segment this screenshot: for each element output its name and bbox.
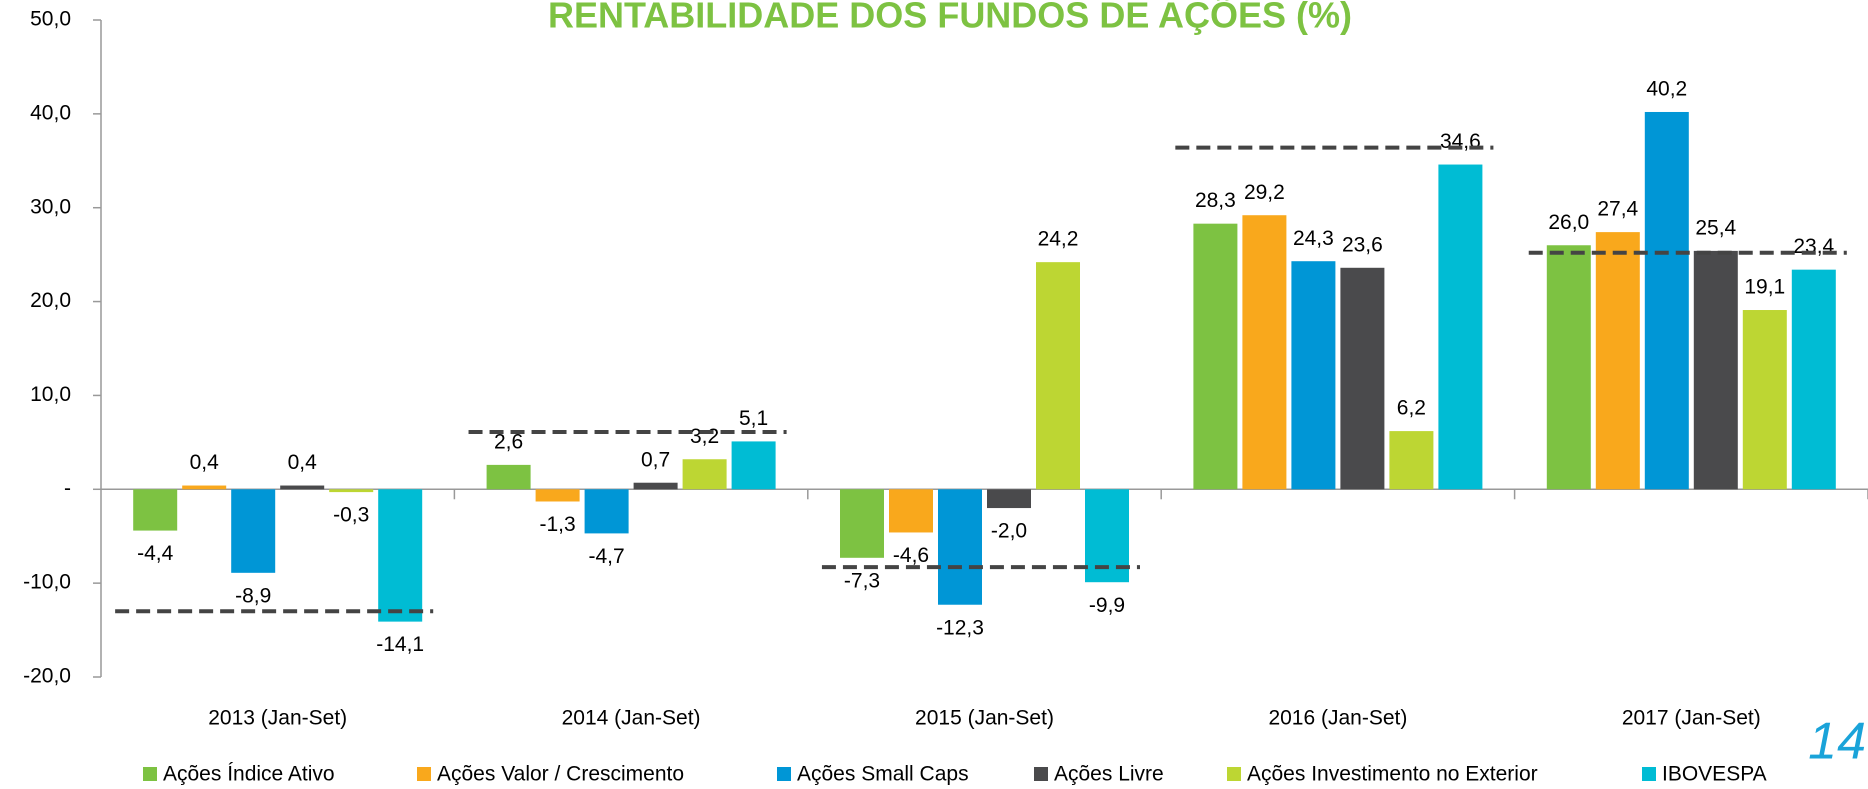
legend-label: Ações Small Caps	[797, 763, 969, 786]
y-tick-label: 30,0	[30, 195, 71, 218]
y-tick-label: 10,0	[30, 383, 71, 406]
bar	[1193, 223, 1238, 490]
data-label: 3,2	[690, 425, 719, 448]
y-tick-label: -20,0	[23, 665, 71, 688]
bar	[1693, 250, 1738, 490]
bar	[1742, 310, 1787, 490]
bar	[1242, 215, 1287, 490]
bar	[1438, 164, 1483, 490]
bar	[486, 464, 531, 490]
y-tick-label: -	[64, 477, 71, 500]
legend-swatch	[1642, 767, 1656, 781]
legend-swatch	[777, 767, 791, 781]
y-tick-label: 50,0	[30, 8, 71, 31]
x-tick-label: 2016 (Jan-Set)	[1268, 707, 1407, 730]
bar	[682, 459, 727, 490]
data-label: 26,0	[1548, 211, 1589, 234]
data-label: -8,9	[235, 584, 271, 607]
bar	[329, 489, 374, 493]
data-label: 0,4	[288, 451, 318, 474]
bar	[731, 441, 776, 490]
legend-label: Ações Valor / Crescimento	[437, 763, 684, 786]
bar	[133, 489, 178, 531]
bar	[1644, 111, 1689, 490]
data-label: 28,3	[1195, 189, 1236, 212]
bar	[584, 489, 629, 534]
bar	[1791, 269, 1836, 490]
data-label: 19,1	[1744, 276, 1785, 299]
data-label: -4,6	[893, 544, 929, 567]
x-tick-label: 2017 (Jan-Set)	[1622, 707, 1761, 730]
legend-label: Ações Investimento no Exterior	[1247, 763, 1538, 786]
data-label: -4,4	[137, 542, 174, 565]
data-label: -2,0	[991, 520, 1027, 543]
bar	[378, 489, 423, 622]
bar	[1291, 261, 1336, 490]
data-label: 24,3	[1293, 227, 1334, 250]
data-label: 40,2	[1646, 78, 1687, 101]
bar	[987, 489, 1031, 509]
data-label: 6,2	[1397, 397, 1426, 420]
legend-swatch	[143, 767, 157, 781]
chart-title: RENTABILIDADE DOS FUNDOS DE AÇÕES (%)	[548, 0, 1352, 36]
data-label: 27,4	[1597, 198, 1638, 221]
data-label: -12,3	[936, 616, 984, 639]
legend-swatch	[1034, 767, 1048, 781]
y-tick-label: -10,0	[23, 571, 71, 594]
data-label: 29,2	[1244, 181, 1285, 204]
y-tick-label: 20,0	[30, 289, 71, 312]
data-label: -1,3	[540, 513, 576, 536]
x-tick-label: 2015 (Jan-Set)	[915, 707, 1054, 730]
legend-label: Ações Índice Ativo	[163, 763, 335, 786]
bar	[889, 489, 933, 533]
data-label: 5,1	[739, 407, 768, 430]
x-tick-label: 2013 (Jan-Set)	[208, 707, 347, 730]
bar	[938, 489, 982, 605]
data-label: 25,4	[1695, 216, 1736, 239]
bar	[1546, 245, 1591, 490]
bar	[1389, 431, 1434, 490]
data-label: 0,7	[641, 448, 670, 471]
y-tick-label: 40,0	[30, 101, 71, 124]
data-label: 24,2	[1038, 228, 1079, 251]
legend-swatch	[1227, 767, 1241, 781]
legend-label: IBOVESPA	[1662, 763, 1767, 786]
bar	[280, 485, 325, 490]
bar	[1340, 267, 1385, 490]
data-label: 2,6	[494, 430, 523, 453]
bar	[840, 489, 884, 558]
bar	[535, 489, 580, 502]
bar	[1036, 262, 1080, 490]
data-label: 0,4	[190, 451, 220, 474]
data-label: -14,1	[376, 633, 424, 656]
bar	[182, 485, 227, 490]
bar	[1595, 232, 1640, 490]
legend-label: Ações Livre	[1054, 763, 1164, 786]
page-number: 14	[1808, 713, 1866, 771]
bar	[231, 489, 276, 573]
data-label: -0,3	[333, 504, 369, 527]
data-label: -7,3	[844, 569, 880, 592]
bar	[633, 482, 678, 490]
data-label: -4,7	[589, 545, 625, 568]
x-tick-label: 2014 (Jan-Set)	[562, 707, 701, 730]
data-label: -9,9	[1089, 594, 1125, 617]
data-label: 23,6	[1342, 233, 1383, 256]
legend-swatch	[417, 767, 431, 781]
